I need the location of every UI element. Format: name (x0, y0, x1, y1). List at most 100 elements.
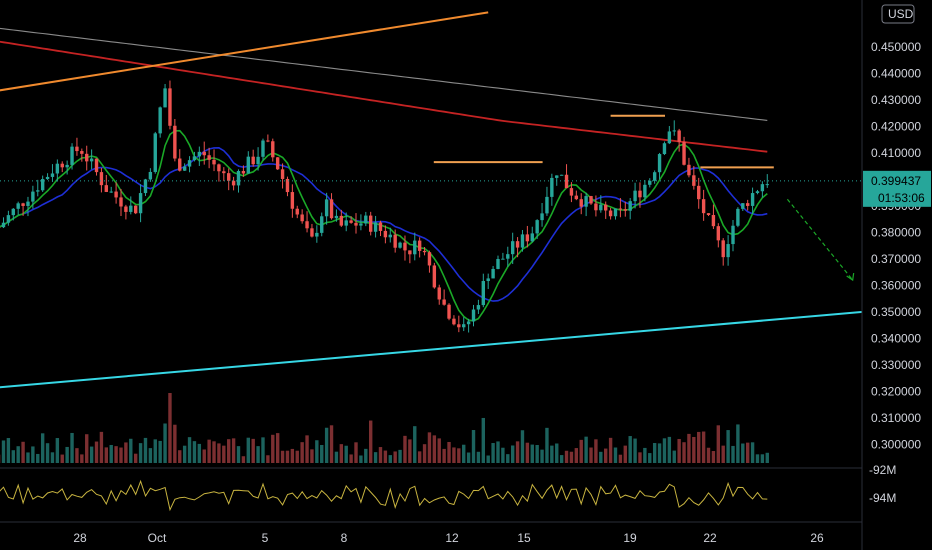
volume-bar (99, 431, 104, 463)
candle-body (60, 163, 64, 168)
price-tick-label: 0.330000 (871, 358, 921, 372)
candle-body (207, 155, 211, 160)
price-tick-label: 0.450000 (871, 40, 921, 54)
volume-bar (359, 455, 363, 463)
volume-bar (349, 454, 353, 463)
volume-bar (383, 450, 388, 463)
candle-body (437, 287, 441, 300)
candle-body (496, 258, 500, 269)
candle-body (604, 204, 608, 211)
current-price-badge (863, 170, 931, 207)
volume-bar (564, 450, 569, 463)
volume-bar (437, 438, 441, 463)
volume-bar (716, 425, 721, 463)
volume-bar (471, 430, 476, 463)
volume-bar (741, 443, 745, 463)
price-tick-label: 0.380000 (871, 225, 921, 239)
volume-bar (334, 451, 339, 463)
candle-body (202, 151, 206, 156)
candle-body (129, 205, 133, 212)
candle-body (104, 185, 109, 192)
candle-body (750, 193, 755, 206)
volume-bar (657, 443, 662, 463)
volume-bar (373, 452, 378, 463)
volume-bar (324, 427, 329, 463)
price-tick-label: 0.320000 (871, 384, 921, 398)
candle-body (633, 190, 637, 202)
volume-bar (481, 417, 486, 463)
volume-bar (398, 449, 402, 463)
volume-bar (320, 444, 324, 463)
candle-body (413, 240, 417, 255)
candle-body (628, 201, 632, 211)
candle-body (471, 309, 476, 322)
candle-body (148, 171, 153, 180)
candle-body (261, 140, 265, 157)
candle-body (520, 234, 525, 248)
candle-body (432, 265, 437, 288)
volume-bar (290, 448, 295, 463)
volume-bar (760, 454, 765, 463)
candle-body (550, 177, 554, 197)
volume-bar (1, 440, 6, 463)
candle-body (584, 196, 588, 207)
volume-bar (750, 442, 755, 463)
volume-bar (535, 444, 539, 463)
volume-bar (618, 454, 623, 463)
price-tick-label: 0.440000 (871, 66, 921, 80)
candle-body (241, 170, 246, 174)
volume-bar (496, 441, 500, 463)
volume-bar (80, 454, 84, 463)
candle-body (476, 305, 481, 310)
candle-body (462, 324, 466, 328)
price-tick-label: 0.430000 (871, 93, 921, 107)
volume-bar (109, 444, 113, 463)
candle-body (643, 184, 647, 198)
candle-body (510, 241, 515, 255)
candle-countdown: 01:53:06 (878, 191, 925, 205)
candle-body (599, 204, 603, 211)
candle-body (506, 254, 510, 259)
candle-body (114, 191, 118, 198)
candle-body (300, 214, 304, 222)
volume-bar (711, 451, 716, 463)
candle-body (295, 208, 299, 215)
indicator-tick-label: -92M (869, 463, 896, 477)
volume-bar (31, 446, 35, 463)
candle-body (515, 241, 520, 248)
candle-body (491, 268, 495, 279)
volume-bar (579, 439, 583, 463)
ma-mid-line (0, 146, 768, 302)
volume-bar (222, 445, 226, 463)
volume-bar (652, 443, 657, 463)
volume-bar (462, 444, 466, 463)
volume-bar (168, 393, 172, 463)
candle-body (344, 220, 348, 226)
candle-body (716, 226, 721, 241)
volume-bar (506, 454, 510, 463)
volume-bar (667, 436, 672, 463)
volume-bar (745, 442, 750, 463)
candle-body (217, 164, 221, 172)
time-tick-label: 15 (517, 531, 531, 545)
volume-bar (393, 451, 397, 463)
candle-body (657, 154, 662, 173)
volume-bar (182, 445, 187, 463)
candle-body (672, 130, 676, 132)
volume-bar (285, 450, 290, 463)
volume-bar (251, 438, 255, 463)
volume-bar (672, 450, 676, 463)
volume-bar (466, 452, 471, 463)
candle-body (329, 199, 334, 219)
volume-bar (648, 453, 652, 463)
volume-bar (584, 436, 588, 463)
volume-bar (227, 439, 231, 463)
price-tick-label: 0.340000 (871, 331, 921, 345)
currency-button[interactable] (881, 4, 915, 24)
volume-bar (368, 420, 373, 463)
candle-body (315, 232, 319, 237)
currency-button-label[interactable]: USD (888, 7, 914, 21)
price-tick-label: 0.410000 (871, 146, 921, 160)
candle-body (457, 324, 461, 328)
